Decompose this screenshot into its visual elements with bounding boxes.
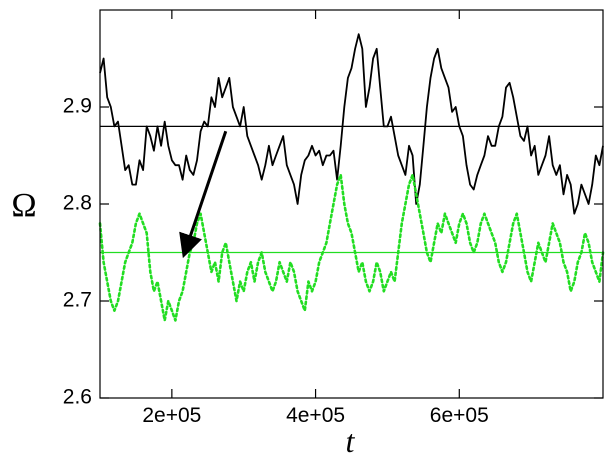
x-tick-label: 4e+05	[286, 404, 345, 427]
x-tick-label: 6e+05	[430, 404, 489, 427]
annotation-layer	[179, 130, 228, 259]
series-layer	[98, 33, 605, 322]
y-tick-label: 2.9	[63, 95, 92, 118]
plot-area	[100, 10, 603, 398]
annotation-arrow-0	[179, 130, 228, 259]
series-line-0	[99, 33, 604, 215]
tick-layer: 2e+05 4e+05 6e+05 2.6 2.7 2.8 2.9	[63, 10, 603, 427]
y-axis-title: Ω	[11, 187, 36, 224]
y-tick-label: 2.6	[63, 386, 92, 409]
x-axis-title: t	[346, 423, 356, 459]
series-line-2	[98, 173, 605, 322]
x-tick-label: 2e+05	[142, 404, 201, 427]
y-tick-label: 2.8	[63, 192, 92, 215]
y-tick-label: 2.7	[63, 289, 92, 312]
